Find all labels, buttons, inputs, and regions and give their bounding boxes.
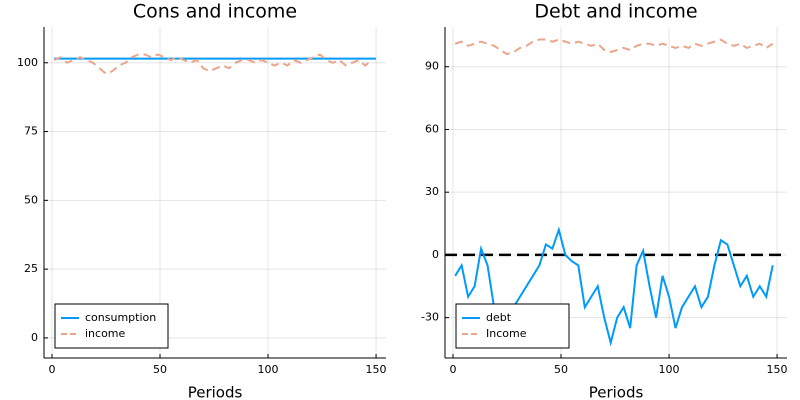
- x-tick-label: 0: [449, 363, 456, 376]
- y-tick-label: 30: [425, 185, 439, 198]
- x-tick-label: 100: [258, 363, 279, 376]
- x-tick-label: 50: [153, 363, 167, 376]
- legend-label: debt: [486, 311, 512, 324]
- legend-box: [54, 303, 169, 349]
- chart-title: Cons and income: [133, 1, 297, 23]
- legend-label: Income: [486, 327, 527, 340]
- x-tick-label: 150: [366, 363, 387, 376]
- y-tick-label: 50: [24, 193, 38, 206]
- x-tick-label: 150: [767, 363, 788, 376]
- legend-box: [455, 303, 570, 349]
- y-tick-label: 0: [432, 248, 439, 261]
- x-tick-label: 100: [659, 363, 680, 376]
- y-tick-label: -30: [421, 311, 439, 324]
- y-tick-label: 25: [24, 262, 38, 275]
- x-axis-label: Periods: [589, 384, 644, 400]
- legend-label: income: [85, 327, 126, 340]
- y-tick-label: 75: [24, 125, 38, 138]
- series-line: [454, 38, 774, 56]
- legend-label: consumption: [85, 311, 156, 324]
- y-tick-label: 60: [425, 122, 439, 135]
- x-tick-label: 50: [554, 363, 568, 376]
- x-axis-label: Periods: [188, 384, 243, 400]
- x-tick-label: 0: [48, 363, 55, 376]
- chart-title: Debt and income: [534, 1, 697, 23]
- series-line: [53, 53, 373, 75]
- y-tick-label: 100: [17, 56, 38, 69]
- y-tick-label: 90: [425, 60, 439, 73]
- y-tick-label: 0: [31, 331, 38, 344]
